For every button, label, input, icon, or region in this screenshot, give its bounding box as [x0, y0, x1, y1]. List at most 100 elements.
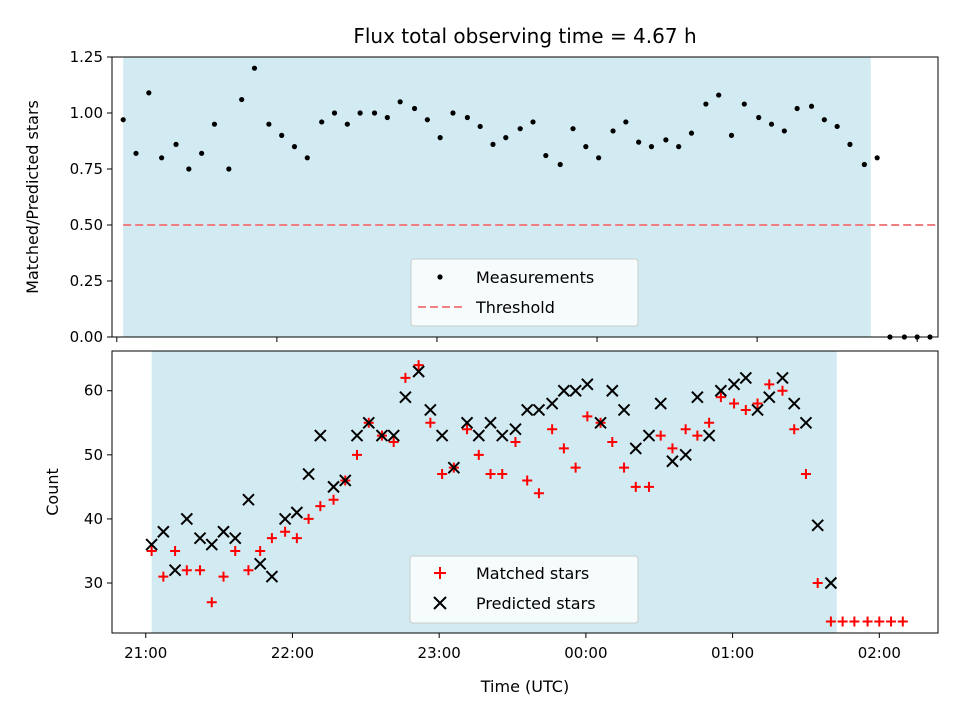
predicted-star-point: [265, 570, 279, 583]
predicted-star-point: [399, 390, 412, 404]
measurement-point: [279, 132, 285, 138]
measurement-point: [821, 117, 827, 123]
measurements-legend-marker: [437, 274, 443, 280]
matched-star-point: [218, 571, 229, 582]
predicted-star-point: [642, 429, 656, 442]
predicted-star-point: [290, 506, 304, 519]
matched-star-point: [266, 533, 277, 544]
matched-star-point: [643, 481, 654, 492]
top-legend: Measurements Threshold: [410, 258, 639, 327]
measurement-point: [874, 155, 880, 161]
measurement-point: [199, 150, 205, 156]
x-tick-label: 22:00: [271, 644, 314, 662]
predicted-star-point: [763, 390, 776, 404]
matched-star-point: [886, 616, 897, 627]
y-tick-label: 30: [84, 574, 103, 592]
x-tick-label: 21:00: [124, 644, 167, 662]
measurement-point: [291, 144, 298, 150]
predicted-star-point: [557, 384, 571, 397]
matched-star-point: [400, 372, 411, 383]
matched-star-point: [619, 462, 630, 473]
matched-star-point: [558, 443, 569, 454]
measurement-point: [159, 155, 165, 161]
predicted-legend-label: Predicted stars: [476, 594, 596, 613]
measurement-point: [251, 65, 258, 71]
matched-star-point: [413, 360, 424, 371]
measurement-point: [847, 141, 853, 147]
measurement-point: [411, 105, 418, 112]
bottom-legend: Matched stars Predicted stars: [409, 555, 639, 624]
matched-star-point: [243, 565, 254, 576]
matched-star-point: [195, 565, 206, 576]
measurement-point: [570, 126, 576, 132]
measurement-point: [663, 137, 669, 143]
predicted-star-point: [581, 378, 594, 391]
matched-legend-marker: [434, 567, 446, 579]
measurement-point: [133, 150, 139, 156]
predicted-star-point: [435, 429, 449, 442]
measurement-point: [688, 130, 695, 136]
predicted-star-point: [824, 576, 838, 590]
predicted-star-point: [751, 403, 764, 417]
y-tick-label: 60: [84, 382, 103, 400]
matched-star-point: [425, 417, 436, 428]
matched-star-point: [570, 462, 581, 473]
measurement-point: [490, 141, 496, 147]
measurement-point: [464, 114, 470, 121]
measurement-point: [397, 99, 403, 105]
measurement-point: [636, 139, 642, 145]
predicted-star-point: [180, 512, 194, 526]
predicted-star-point: [302, 467, 315, 481]
predicted-star-point: [145, 538, 158, 551]
measurement-point: [703, 101, 709, 107]
predicted-star-point: [714, 384, 728, 397]
x-axis-label: Time (UTC): [480, 677, 569, 696]
bottom-y-axis-label: Count: [43, 468, 62, 516]
bottom-plot-frame: [111, 350, 939, 634]
predicted-star-point: [532, 403, 546, 417]
matched-star-point: [328, 494, 339, 505]
predicted-star-point: [205, 538, 218, 551]
matched-star-point: [874, 616, 885, 627]
predicted-star-point: [362, 416, 375, 429]
predicted-star-point: [811, 519, 824, 532]
measurement-point: [357, 110, 363, 116]
measurement-point: [623, 119, 629, 125]
matched-star-point: [692, 430, 703, 441]
measurement-point: [437, 135, 443, 141]
x-tick-label: 02:00: [858, 644, 901, 662]
measurement-point: [768, 121, 775, 127]
measurement-point: [530, 119, 536, 125]
predicted-star-point: [193, 531, 207, 545]
predicted-star-point: [496, 429, 509, 442]
y-tick-label: 40: [84, 510, 103, 528]
predicted-star-point: [666, 455, 679, 468]
y-tick-label: 0.00: [70, 328, 103, 346]
measurement-point: [676, 144, 682, 150]
measurement-point: [517, 126, 523, 132]
top-y-axis-label: Matched/Predicted stars: [23, 100, 42, 294]
matched-star-point: [630, 481, 641, 492]
measurement-point: [450, 110, 456, 116]
measurement-point: [834, 123, 840, 130]
predicted-star-point: [606, 384, 619, 397]
count-panel: 30 40 50 60 21:00 22:00 23:00 00:00 01:00 02:00 T…: [43, 350, 939, 696]
predicted-star-point: [412, 365, 425, 378]
predicted-star-point: [168, 563, 182, 577]
measurement-point: [741, 101, 747, 107]
measurement-point: [716, 92, 722, 98]
count-series-group: [145, 360, 908, 627]
predicted-star-point: [350, 429, 364, 442]
x-tick-label: 01:00: [711, 644, 754, 662]
predicted-star-point: [569, 384, 582, 397]
matched-star-point: [206, 597, 217, 608]
predicted-star-point: [217, 525, 230, 538]
measurement-point: [186, 166, 192, 172]
measurement-point: [331, 110, 338, 116]
matched-star-point: [862, 616, 873, 627]
predicted-star-point: [157, 525, 170, 538]
matched-star-point: [800, 469, 811, 480]
predicted-star-point: [617, 403, 631, 417]
ratio-panel: 0.00 0.25 0.50 0.75 1.00 1.25 Flux total obse…: [23, 24, 939, 346]
measurement-point: [543, 152, 549, 159]
